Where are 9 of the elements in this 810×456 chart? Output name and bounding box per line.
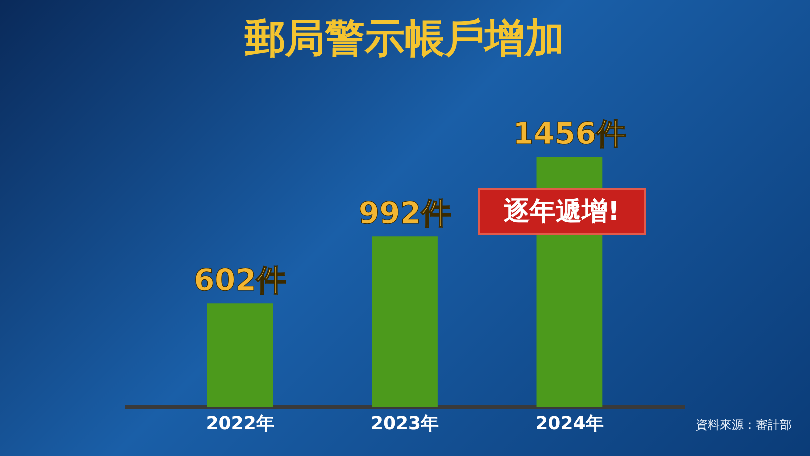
x-tick-label: 2022年 <box>206 414 274 434</box>
data-label: 602件 <box>194 264 287 299</box>
chart-title: 郵局警示帳戶增加 <box>244 16 565 62</box>
data-label: 992件 <box>358 196 452 232</box>
x-tick-label: 2024年 <box>536 414 604 434</box>
annotation: 逐年遞增! <box>478 188 646 235</box>
source-note: 資料來源：審計部 <box>696 417 792 434</box>
x-tick-label: 2023年 <box>370 414 440 434</box>
data-label: 1456件 <box>512 117 626 152</box>
